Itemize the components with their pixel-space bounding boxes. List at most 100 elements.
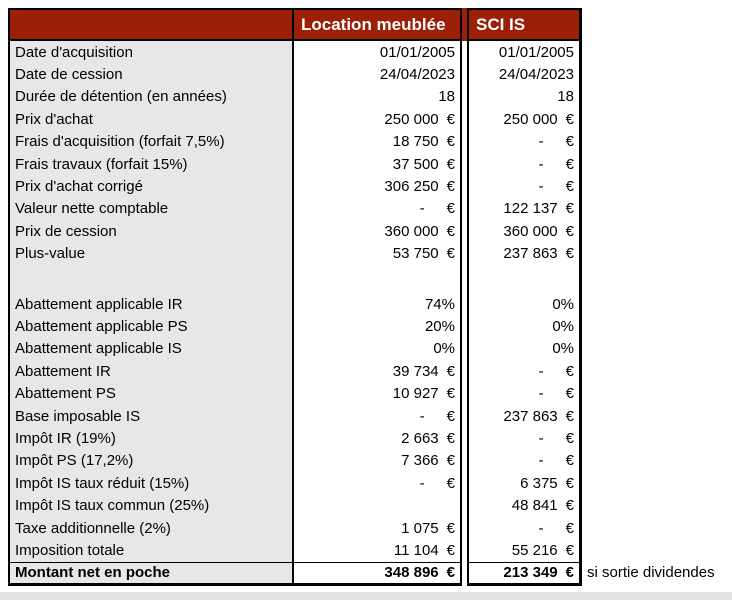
- value-cell-sci-is: 250 000 €: [467, 108, 582, 131]
- euro-currency-symbol: €: [446, 519, 455, 537]
- euro-currency-symbol: €: [446, 178, 455, 196]
- row-label: Base imposable IS: [8, 404, 292, 428]
- row-label: Date de cession: [8, 63, 292, 86]
- euro-currency-symbol: €: [446, 564, 455, 582]
- value-number: 213 349: [503, 564, 558, 582]
- value-cell-location-meublee: 18: [292, 85, 462, 109]
- row-label: Prix d'achat corrigé: [8, 175, 292, 198]
- euro-currency-symbol: €: [565, 429, 574, 447]
- value-cell-sci-is: - €: [467, 130, 582, 153]
- value-cell-location-meublee: 250 000 €: [292, 108, 462, 131]
- value-cell-location-meublee: 0%: [292, 337, 462, 361]
- value-number: 237 863: [503, 245, 558, 263]
- euro-currency-symbol: €: [446, 541, 455, 559]
- value-cell-sci-is: 48 841 €: [467, 494, 582, 517]
- value-number: 250 000: [384, 110, 439, 128]
- euro-currency-symbol: €: [565, 385, 574, 403]
- value-number: 48 841: [511, 497, 558, 515]
- euro-currency-symbol: €: [565, 564, 574, 582]
- value-cell-sci-is: 24/04/2023: [467, 63, 582, 86]
- value-cell-location-meublee: 360 000 €: [292, 220, 462, 243]
- value-cell-location-meublee: 53 750 €: [292, 242, 462, 265]
- row-label: [8, 264, 292, 293]
- row-label: Impôt IS taux commun (25%): [8, 494, 292, 517]
- value-number: -: [538, 519, 544, 537]
- value-number: -: [419, 474, 425, 492]
- value-cell-location-meublee: 01/01/2005: [292, 41, 462, 64]
- value-number: 122 137: [503, 200, 558, 218]
- value-cell-location-meublee: 7 366 €: [292, 449, 462, 473]
- euro-currency-symbol: €: [565, 497, 574, 515]
- value-number: 2 663: [401, 429, 439, 447]
- value-cell-sci-is: 0%: [467, 292, 582, 316]
- value-cell-location-meublee: [292, 494, 462, 517]
- value-number: 37 500: [392, 155, 439, 173]
- value-cell-location-meublee: 39 734 €: [292, 360, 462, 383]
- row-label: Abattement PS: [8, 382, 292, 405]
- value-number: 10 927: [392, 385, 439, 403]
- euro-currency-symbol: €: [446, 200, 455, 218]
- value-number: -: [419, 200, 425, 218]
- euro-currency-symbol: €: [446, 429, 455, 447]
- value-cell-sci-is: - €: [467, 360, 582, 383]
- row-label: Impôt PS (17,2%): [8, 449, 292, 473]
- euro-currency-symbol: €: [446, 385, 455, 403]
- value-cell-location-meublee: 2 663 €: [292, 427, 462, 450]
- euro-currency-symbol: €: [446, 362, 455, 380]
- value-cell-sci-is: - €: [467, 152, 582, 176]
- value-number: 237 863: [503, 407, 558, 425]
- value-cell-sci-is: [467, 264, 582, 293]
- euro-currency-symbol: €: [446, 133, 455, 151]
- row-label: Impôt IR (19%): [8, 427, 292, 450]
- value-cell-location-meublee: - €: [292, 472, 462, 495]
- value-number: -: [538, 385, 544, 403]
- comparison-sheet: Location meublée SCI IS Date d'acquisiti…: [8, 8, 715, 586]
- value-number: -: [538, 178, 544, 196]
- value-number: 250 000: [503, 110, 558, 128]
- value-cell-sci-is: - €: [467, 427, 582, 450]
- value-cell-location-meublee: [292, 264, 462, 293]
- value-cell-sci-is: 0%: [467, 337, 582, 361]
- euro-currency-symbol: €: [565, 452, 574, 470]
- value-cell-location-meublee: 18 750 €: [292, 130, 462, 153]
- row-label: Abattement applicable PS: [8, 315, 292, 338]
- value-cell-location-meublee: - €: [292, 404, 462, 428]
- footnote-si-sortie-dividendes: si sortie dividendes: [587, 563, 715, 581]
- value-number: -: [538, 452, 544, 470]
- value-cell-location-meublee: 1 075 €: [292, 516, 462, 540]
- header-empty-cell: [8, 8, 292, 41]
- value-number: 7 366: [401, 452, 439, 470]
- euro-currency-symbol: €: [446, 407, 455, 425]
- tax-comparison-table: Location meublée SCI IS Date d'acquisiti…: [8, 8, 582, 586]
- row-label: Taxe additionnelle (2%): [8, 516, 292, 540]
- row-label: Frais d'acquisition (forfait 7,5%): [8, 130, 292, 153]
- value-cell-location-meublee: 11 104 €: [292, 539, 462, 562]
- value-number: -: [538, 429, 544, 447]
- value-cell-location-meublee: 348 896 €: [292, 561, 462, 586]
- value-number: -: [538, 362, 544, 380]
- euro-currency-symbol: €: [446, 155, 455, 173]
- euro-currency-symbol: €: [565, 245, 574, 263]
- header-col-location-meublee: Location meublée: [292, 8, 462, 41]
- euro-currency-symbol: €: [565, 362, 574, 380]
- value-cell-location-meublee: 74%: [292, 292, 462, 316]
- euro-currency-symbol: €: [565, 133, 574, 151]
- value-cell-sci-is: 6 375 €: [467, 472, 582, 495]
- value-number: -: [538, 155, 544, 173]
- euro-currency-symbol: €: [565, 200, 574, 218]
- value-number: 348 896: [384, 564, 439, 582]
- page-bottom-edge: [0, 592, 732, 600]
- value-number: 53 750: [392, 245, 439, 263]
- row-label: Valeur nette comptable: [8, 197, 292, 221]
- row-label: Prix d'achat: [8, 108, 292, 131]
- value-cell-sci-is: - €: [467, 449, 582, 473]
- value-cell-sci-is: 213 349 €: [467, 561, 582, 586]
- euro-currency-symbol: €: [565, 222, 574, 240]
- value-number: 1 075: [401, 519, 439, 537]
- euro-currency-symbol: €: [446, 110, 455, 128]
- value-number: 360 000: [503, 222, 558, 240]
- value-number: 11 104: [393, 541, 439, 559]
- euro-currency-symbol: €: [565, 155, 574, 173]
- value-cell-location-meublee: 37 500 €: [292, 152, 462, 176]
- row-label: Date d'acquisition: [8, 41, 292, 64]
